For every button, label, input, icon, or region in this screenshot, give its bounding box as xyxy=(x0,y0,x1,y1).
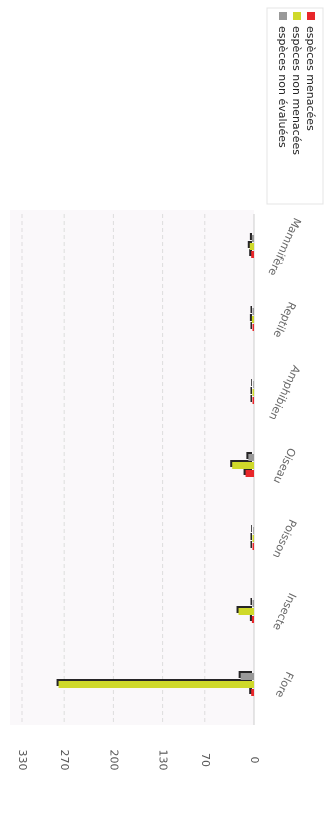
bar-shadow xyxy=(249,249,252,256)
bar-shadow xyxy=(250,387,252,394)
category-label: Oiseau xyxy=(271,446,299,486)
value-tick-label: 0 xyxy=(248,757,261,764)
bar xyxy=(252,535,254,542)
bar xyxy=(232,462,254,469)
bar-shadow xyxy=(249,614,252,621)
bar xyxy=(251,235,254,242)
legend-frame xyxy=(266,7,324,205)
bar-shadow xyxy=(251,525,252,532)
bar-shadow xyxy=(250,395,252,402)
bar xyxy=(245,470,254,477)
bar xyxy=(251,689,254,696)
bar-shadow xyxy=(249,314,252,321)
bars xyxy=(56,233,255,696)
bar-shadow xyxy=(249,233,252,240)
bar xyxy=(253,381,254,388)
bar-shadow xyxy=(250,306,252,313)
value-tick-label: 200 xyxy=(107,750,120,771)
value-tick-label: 130 xyxy=(157,750,170,771)
plot-background xyxy=(10,210,254,725)
category-label: Amphibien xyxy=(266,363,303,422)
bar xyxy=(238,608,254,615)
legend-label: espèces non menacées xyxy=(290,26,303,155)
bar-shadow xyxy=(250,541,252,548)
category-label: Flore xyxy=(273,670,296,700)
bar-shadow xyxy=(251,379,252,386)
legend-swatch xyxy=(279,12,287,20)
legend-label: espèces menacées xyxy=(304,26,317,131)
bar xyxy=(252,397,254,404)
value-tick-label: 330 xyxy=(16,750,29,771)
bar-shadow xyxy=(249,687,252,694)
bar xyxy=(251,251,254,258)
grid-lines xyxy=(21,214,255,725)
category-label: Poisson xyxy=(270,517,299,560)
bar xyxy=(58,681,255,688)
bar xyxy=(252,308,254,315)
bar xyxy=(253,527,254,534)
value-tick-label: 70 xyxy=(199,753,212,767)
legend-swatch xyxy=(307,12,315,20)
category-labels: Flore Insecte Poisson Oiseau Amphibien Reptil… xyxy=(265,216,303,700)
bar xyxy=(240,673,254,680)
bar xyxy=(251,616,254,623)
bar xyxy=(252,543,254,550)
bar xyxy=(248,454,254,461)
bar xyxy=(249,243,254,250)
value-ticks: 0 70 130 200 270 330 xyxy=(16,750,261,771)
bar xyxy=(251,316,254,323)
legend-label: espèces non évaluées xyxy=(276,26,289,148)
category-label: Insecte xyxy=(270,591,299,633)
value-tick-label: 270 xyxy=(58,750,71,771)
bar xyxy=(252,324,254,331)
bar-shadow xyxy=(250,598,252,605)
category-label: Mammifère xyxy=(265,216,303,278)
category-label: Reptile xyxy=(270,300,298,340)
bar xyxy=(252,600,254,607)
bar-shadow xyxy=(250,533,252,540)
bar-shadow xyxy=(250,322,252,329)
legend-swatch xyxy=(293,12,301,20)
bar xyxy=(252,389,254,396)
